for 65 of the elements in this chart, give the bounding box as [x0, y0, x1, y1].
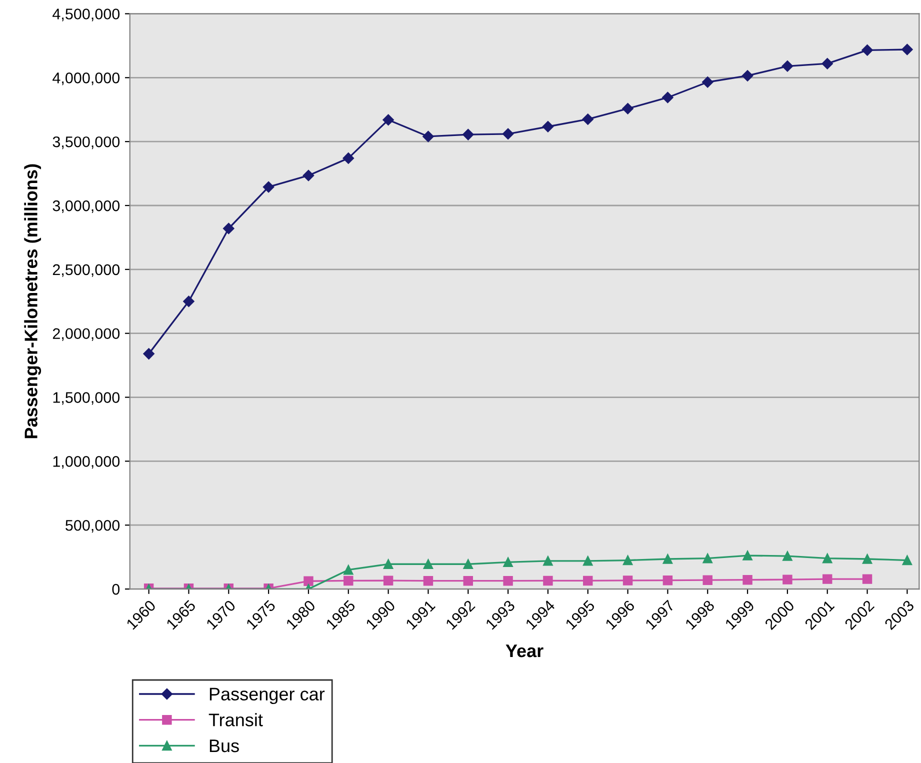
point — [862, 44, 873, 56]
point — [382, 114, 394, 126]
point — [542, 121, 554, 132]
point — [223, 222, 234, 234]
point — [662, 554, 673, 564]
point — [622, 555, 633, 566]
point — [463, 559, 473, 569]
point — [383, 559, 394, 569]
point — [543, 576, 553, 586]
y-axis-title: Passenger-Kilometres (millions) — [24, 164, 42, 438]
y-tick-label: 1,000,000 — [53, 456, 120, 469]
point — [782, 574, 792, 584]
point — [543, 556, 553, 566]
legend-label: Bus — [210, 740, 239, 752]
point — [622, 576, 633, 586]
y-tick-label: 2,000,000 — [52, 328, 120, 341]
point — [822, 574, 832, 584]
point — [583, 556, 593, 566]
point — [822, 553, 832, 564]
point — [423, 559, 434, 569]
point — [262, 181, 274, 193]
point — [902, 44, 913, 56]
point — [902, 555, 912, 566]
point — [503, 576, 513, 586]
point — [742, 70, 754, 82]
point — [183, 296, 194, 307]
point — [702, 553, 712, 564]
point — [822, 58, 833, 70]
y-tick-label: 500,000 — [66, 520, 120, 533]
legend-label: Passenger car — [210, 688, 325, 704]
point — [742, 550, 752, 560]
point — [582, 114, 594, 125]
point — [342, 152, 354, 164]
y-tick-label: 1,500,000 — [53, 392, 120, 405]
point — [462, 128, 474, 140]
y-tick-label: 4,000,000 — [52, 72, 120, 86]
point — [502, 128, 514, 140]
point — [344, 576, 354, 586]
point — [383, 576, 394, 586]
point — [662, 92, 674, 104]
point — [862, 554, 872, 564]
point — [622, 102, 634, 114]
point — [702, 76, 714, 88]
point — [662, 575, 673, 586]
y-tick-label: 3,500,000 — [52, 136, 120, 150]
point — [862, 574, 872, 584]
point — [782, 60, 794, 72]
y-tick-label: 3,000,000 — [52, 200, 120, 213]
point — [304, 576, 314, 586]
point — [302, 170, 314, 182]
point — [463, 576, 473, 586]
point — [503, 557, 513, 568]
y-tick-label: 2,500,000 — [52, 264, 120, 277]
y-tick-label: 0 — [112, 584, 120, 595]
y-tick-label: 4,500,000 — [52, 8, 120, 22]
point — [782, 551, 792, 561]
point — [583, 576, 593, 586]
point — [422, 130, 434, 142]
point — [742, 574, 752, 585]
point — [702, 575, 712, 585]
point — [344, 565, 354, 575]
point — [143, 348, 154, 360]
legend-label: Transit — [208, 713, 263, 726]
x-axis-title: Year — [506, 644, 544, 658]
point — [423, 576, 434, 586]
